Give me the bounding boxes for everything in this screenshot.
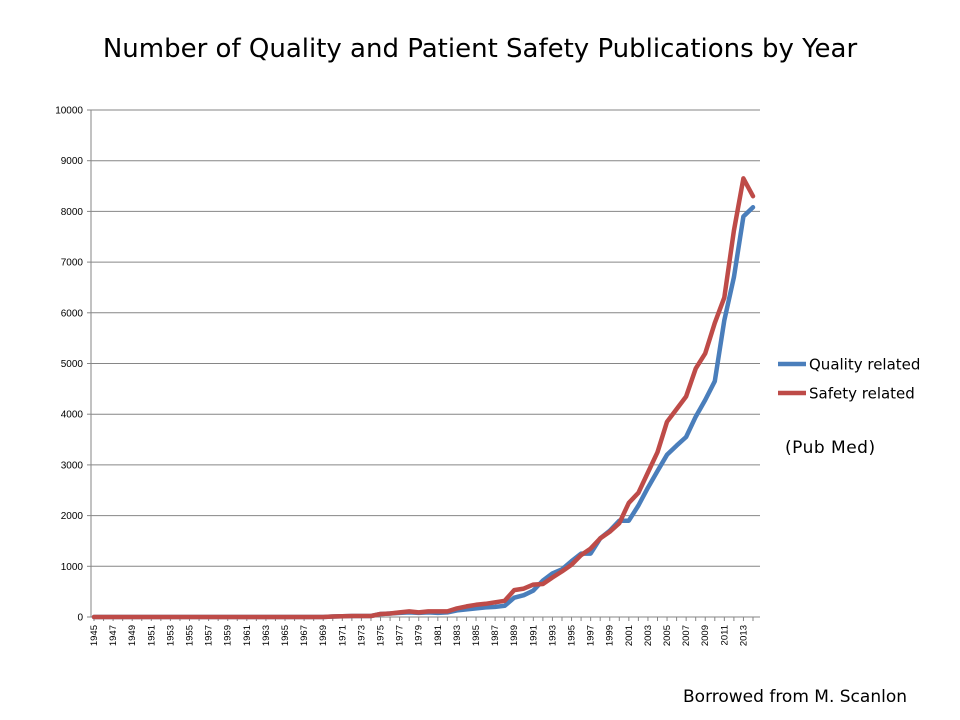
x-tick-label: 1957 <box>204 625 215 646</box>
x-tick-label: 1975 <box>376 625 387 646</box>
x-tick-label: 1945 <box>89 625 100 646</box>
x-axis-ticks: 1945 1947 1949 1951 1953 1955 1957 1959 1961 1963… <box>89 617 754 646</box>
x-tick-label: 1955 <box>185 625 196 646</box>
x-tick-label: 1987 <box>490 625 501 646</box>
y-tick-label: 1000 <box>61 562 84 573</box>
series-line-quality-related <box>91 205 756 620</box>
y-axis-ticks: 0 1000 2000 3000 4000 5000 6000 7000 8000 9000 100… <box>55 106 91 624</box>
y-tick-label: 7000 <box>61 258 84 269</box>
y-tick-label: 0 <box>77 613 83 624</box>
x-tick-label: 1959 <box>223 625 234 646</box>
x-tick-label: 1971 <box>337 625 348 646</box>
x-tick-label: 1953 <box>165 625 176 646</box>
source-note: (Pub Med) <box>785 438 876 458</box>
y-tick-label: 4000 <box>61 410 84 421</box>
x-tick-label: 1993 <box>547 625 558 646</box>
x-tick-label: 1963 <box>261 625 272 646</box>
x-tick-label: 1983 <box>452 625 463 646</box>
y-tick-label: 9000 <box>61 156 84 167</box>
x-tick-label: 2013 <box>738 625 749 646</box>
x-tick-label: 1995 <box>567 625 578 646</box>
y-tick-label: 10000 <box>55 106 83 117</box>
x-tick-label: 1977 <box>395 625 406 646</box>
x-tick-label: 1967 <box>299 625 310 646</box>
y-tick-label: 3000 <box>61 460 84 471</box>
x-tick-label: 1965 <box>280 625 291 646</box>
x-tick-label: 1973 <box>356 625 367 646</box>
series-lines <box>91 176 756 620</box>
x-tick-label: 1991 <box>528 625 539 646</box>
x-tick-label: 1949 <box>127 625 138 646</box>
legend: Quality related Safety related <box>778 356 920 403</box>
x-tick-label: 2009 <box>700 625 711 646</box>
x-tick-label: 1961 <box>242 625 253 646</box>
legend-label: Safety related <box>809 385 915 403</box>
x-tick-label: 2003 <box>643 625 654 646</box>
chart-title: Number of Quality and Patient Safety Pub… <box>102 34 858 64</box>
x-tick-label: 1951 <box>146 625 157 646</box>
gridlines <box>91 109 760 567</box>
x-tick-label: 1989 <box>509 625 520 646</box>
x-tick-label: 2007 <box>681 625 692 646</box>
y-tick-label: 2000 <box>61 511 84 522</box>
credit-note: Borrowed from M. Scanlon <box>683 687 907 707</box>
y-tick-label: 8000 <box>61 207 84 218</box>
x-tick-label: 1969 <box>318 625 329 646</box>
x-tick-label: 1979 <box>414 625 425 646</box>
x-tick-label: 1985 <box>471 625 482 646</box>
x-tick-label: 1947 <box>108 625 119 646</box>
legend-label: Quality related <box>809 356 920 374</box>
y-tick-label: 6000 <box>61 308 84 319</box>
series-line-safety-related <box>91 176 756 620</box>
x-tick-label: 2011 <box>719 625 730 645</box>
x-tick-label: 1981 <box>433 625 444 646</box>
x-tick-label: 2005 <box>662 625 673 646</box>
x-tick-label: 1997 <box>586 625 597 646</box>
y-tick-label: 5000 <box>61 359 84 370</box>
x-tick-label: 2001 <box>624 625 635 646</box>
x-tick-label: 1999 <box>605 625 616 646</box>
